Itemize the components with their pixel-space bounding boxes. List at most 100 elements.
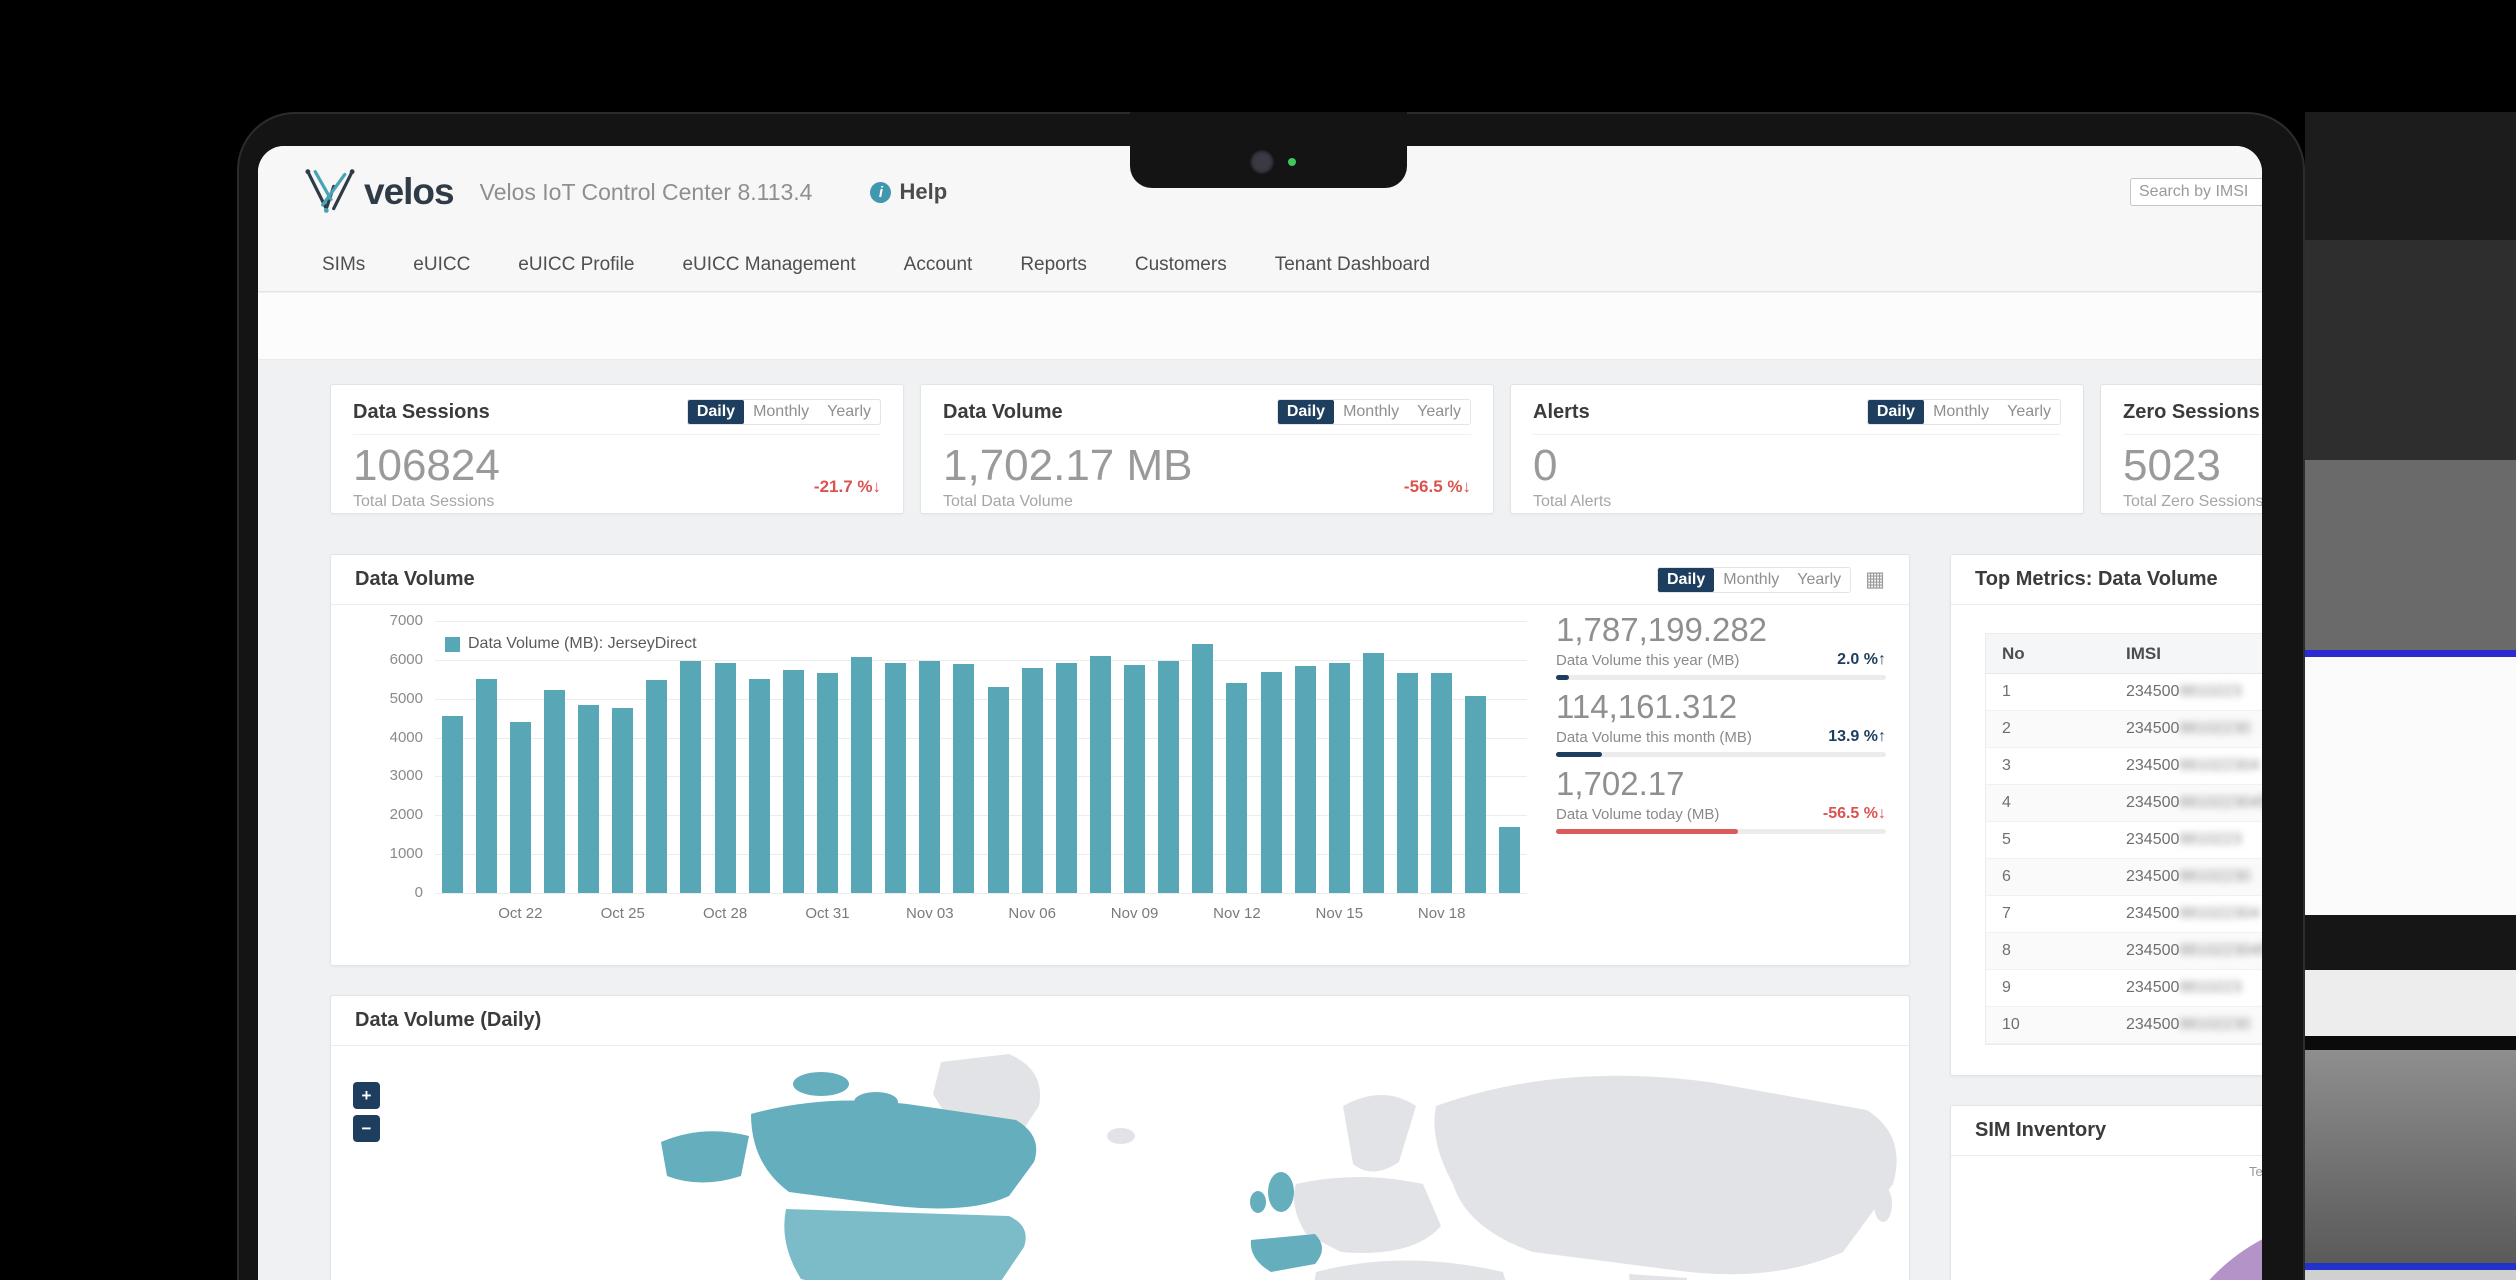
table-row: 52345008810223 [1986, 822, 2262, 859]
y-axis-label: 2000 [363, 806, 423, 823]
cell-no: 4 [1986, 794, 2126, 812]
map-zoom-in-button[interactable]: + [353, 1082, 380, 1109]
metric-progress-fill [1556, 675, 1569, 680]
nav-item-euicc-profile[interactable]: eUICC Profile [518, 254, 634, 276]
sub-nav-strip [258, 293, 2262, 360]
column-header-imsi: IMSI [2126, 644, 2262, 664]
y-axis-label: 1000 [363, 845, 423, 862]
sim-inventory-header: SIM Inventory [1951, 1106, 2262, 1156]
nav-item-tenant-dashboard[interactable]: Tenant Dashboard [1275, 254, 1430, 276]
kpi-sublabel: Total Alerts [1533, 493, 2061, 511]
kpi-card-data-sessions: Data SessionsDailyMonthlyYearly106824Tot… [330, 384, 904, 514]
bar-oct-22 [510, 722, 531, 893]
cell-no: 2 [1986, 720, 2126, 738]
app-title: Velos IoT Control Center 8.113.4 [480, 179, 813, 206]
map-zoom-out-button[interactable]: − [353, 1115, 380, 1142]
metric-progress-track [1556, 829, 1886, 834]
kpi-sublabel: Total Data Volume [943, 493, 1471, 511]
toggle-yearly[interactable]: Yearly [818, 400, 880, 424]
bar-nov-12 [1226, 683, 1247, 893]
metric-delta: 13.9 %↑ [1828, 728, 1886, 746]
bar-nov-18 [1431, 673, 1452, 893]
x-axis-label: Nov 18 [1418, 905, 1466, 922]
bar-nov-06 [1022, 668, 1043, 893]
imsi-prefix: 234500 [2126, 979, 2179, 996]
bar-nov-11 [1192, 644, 1213, 893]
data-volume-panel-header: Data Volume DailyMonthlyYearly ▦ [331, 555, 1909, 605]
metric-progress-track [1556, 675, 1886, 680]
kpi-sublabel: Total Data Sessions [353, 493, 881, 511]
bar-nov-07 [1056, 663, 1077, 893]
toggle-yearly[interactable]: Yearly [1788, 568, 1850, 592]
data-volume-daily-panel: Data Volume (Daily) [330, 995, 1910, 1280]
velos-logo-text: velos [364, 171, 454, 213]
period-toggle: DailyMonthlyYearly [687, 399, 881, 425]
toggle-yearly[interactable]: Yearly [1408, 400, 1470, 424]
nav-item-euicc-management[interactable]: eUICC Management [682, 254, 855, 276]
nav-item-customers[interactable]: Customers [1135, 254, 1227, 276]
toggle-monthly[interactable]: Monthly [1714, 568, 1788, 592]
kpi-card-alerts: AlertsDailyMonthlyYearly0Total Alerts [1510, 384, 2084, 514]
help-label: Help [899, 179, 947, 205]
panel-title: Data Volume [355, 568, 475, 591]
bar-oct-27 [680, 661, 701, 893]
screen: velos Velos IoT Control Center 8.113.4 i… [258, 146, 2262, 1280]
kpi-title: Alerts [1533, 401, 1590, 424]
y-axis-label: 4000 [363, 729, 423, 746]
sim-inventory-donut-chart [2156, 1216, 2262, 1280]
bar-oct-29 [749, 679, 770, 893]
nav-item-account[interactable]: Account [904, 254, 973, 276]
metric-block: 114,161.312Data Volume this month (MB)13… [1556, 690, 1886, 746]
bar-nov-15 [1329, 663, 1350, 893]
kpi-card-data-volume: Data VolumeDailyMonthlyYearly1,702.17 MB… [920, 384, 1494, 514]
panel-title: SIM Inventory [1975, 1119, 2106, 1142]
toggle-monthly[interactable]: Monthly [1334, 400, 1408, 424]
y-axis-label: 5000 [363, 690, 423, 707]
bar-oct-28 [715, 663, 736, 893]
toggle-monthly[interactable]: Monthly [744, 400, 818, 424]
background-stripe [2305, 1050, 2516, 1263]
background-stripe [2305, 970, 2516, 1036]
bar-oct-23 [544, 690, 565, 893]
camera-led [1288, 158, 1296, 166]
nav-item-euicc[interactable]: eUICC [413, 254, 470, 276]
nav-item-sims[interactable]: SIMs [322, 254, 365, 276]
toggle-monthly[interactable]: Monthly [1924, 400, 1998, 424]
cell-imsi: 2345008810223045 [2126, 942, 2262, 960]
table-row: 92345008810223 [1986, 970, 2262, 1007]
toggle-daily[interactable]: Daily [1278, 400, 1334, 424]
x-axis-label: Nov 09 [1111, 905, 1159, 922]
bar-nov-13 [1261, 672, 1282, 893]
kpi-title: Data Sessions [353, 401, 490, 424]
x-axis-label: Nov 06 [1008, 905, 1056, 922]
bar-nov-20 [1499, 827, 1520, 893]
toggle-daily[interactable]: Daily [688, 400, 744, 424]
map-uk [1268, 1172, 1294, 1212]
bar-nov-16 [1363, 653, 1384, 893]
bar-nov-01 [851, 657, 872, 893]
table-row: 7234500881022304 [1986, 896, 2262, 933]
panel-title: Data Volume (Daily) [355, 1009, 541, 1032]
help-button[interactable]: i Help [870, 179, 947, 205]
metric-progress-track [1556, 752, 1886, 757]
background-stripe [2305, 1263, 2516, 1270]
table-header-row: NoIMSI [1986, 634, 2262, 674]
cell-no: 9 [1986, 979, 2126, 997]
bar-nov-10 [1158, 661, 1179, 893]
toggle-yearly[interactable]: Yearly [1998, 400, 2060, 424]
bar-nov-05 [988, 687, 1009, 893]
kpi-delta: -56.5 %↓ [1404, 477, 1471, 497]
world-map [331, 1044, 1910, 1280]
imsi-prefix: 234500 [2126, 1016, 2179, 1033]
toggle-daily[interactable]: Daily [1658, 568, 1714, 592]
toggle-daily[interactable]: Daily [1868, 400, 1924, 424]
imsi-masked-digits: 881022304 [2179, 757, 2259, 774]
metric-block: 1,787,199.282Data Volume this year (MB)2… [1556, 613, 1886, 669]
imsi-masked-digits: 88102230 [2179, 720, 2250, 737]
nav-item-reports[interactable]: Reports [1020, 254, 1087, 276]
cell-no: 8 [1986, 942, 2126, 960]
data-volume-panel: Data Volume DailyMonthlyYearly ▦ Data Vo… [330, 554, 1910, 966]
search-input[interactable] [2130, 178, 2262, 206]
chart-menu-icon[interactable]: ▦ [1865, 567, 1885, 592]
column-header-no: No [1986, 644, 2126, 664]
